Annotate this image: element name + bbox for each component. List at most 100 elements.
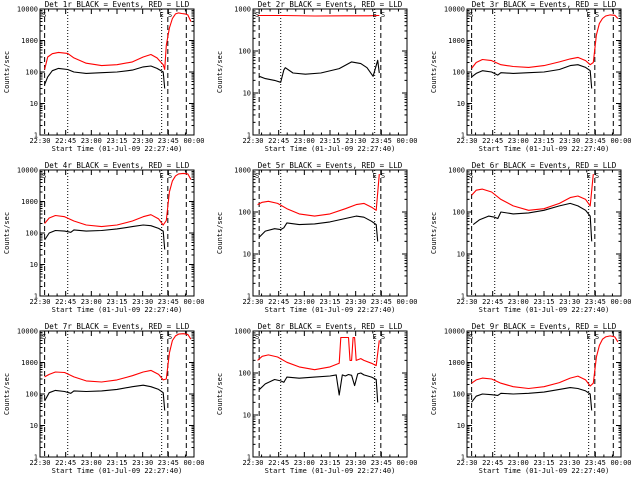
y-tick-label: 1 xyxy=(34,132,38,140)
x-tick-label: 00:00 xyxy=(183,459,204,467)
y-tick-label: 1 xyxy=(461,293,465,301)
x-tick-label: 23:45 xyxy=(158,298,179,306)
x-tick-label: 00:00 xyxy=(183,137,204,145)
x-tick-label: 22:45 xyxy=(482,137,503,145)
x-tick-label: 22:30 xyxy=(456,459,477,467)
chart-title: Det 4r BLACK = Events, RED = LLD xyxy=(45,161,190,170)
x-tick-label: 22:45 xyxy=(268,298,289,306)
chart-title: Det 8r BLACK = Events, RED = LLD xyxy=(258,322,403,331)
corner-label-right: E S xyxy=(159,11,172,19)
y-axis-label: Counts/sec xyxy=(3,373,11,415)
y-tick-label: 100 xyxy=(238,48,251,56)
chart-title: Det 7r BLACK = Events, RED = LLD xyxy=(45,322,190,331)
y-tick-label: 10 xyxy=(30,422,38,430)
x-axis-label: Start Time (01-Jul-09 22:27:40) xyxy=(479,145,610,153)
x-axis-label: Start Time (01-Jul-09 22:27:40) xyxy=(479,306,610,314)
x-tick-label: 23:15 xyxy=(319,298,340,306)
x-tick-label: 22:30 xyxy=(456,298,477,306)
x-axis-label: Start Time (01-Jul-09 22:27:40) xyxy=(479,467,610,475)
y-tick-label: 10 xyxy=(457,422,465,430)
corner-label-left: S xyxy=(255,11,259,19)
chart-panel-3: Det 3r BLACK = Events, RED = LLD 1 10 100 10… xyxy=(430,0,632,153)
x-tick-label: 23:45 xyxy=(371,298,392,306)
corner-label-left: S xyxy=(469,333,473,341)
chart-panel-5: Det 5r BLACK = Events, RED = LLD 1 10 100 10… xyxy=(216,161,418,314)
corner-label-left: S xyxy=(42,172,46,180)
plot-frame xyxy=(39,169,195,297)
lld-series-line xyxy=(471,14,619,69)
events-series-line xyxy=(44,224,166,250)
corner-label-right: E S xyxy=(372,333,385,341)
x-tick-label: 00:00 xyxy=(183,298,204,306)
y-tick-label: 1 xyxy=(34,293,38,301)
y-tick-label: 10 xyxy=(30,261,38,269)
x-tick-label: 00:00 xyxy=(610,298,631,306)
x-tick-label: 23:00 xyxy=(81,459,102,467)
lld-series-line xyxy=(471,335,619,390)
x-tick-label: 00:00 xyxy=(396,298,417,306)
x-tick-label: 23:30 xyxy=(559,137,580,145)
y-axis-label: Counts/sec xyxy=(430,51,438,93)
y-tick-label: 1000 xyxy=(21,359,38,367)
chart-title: Det 5r BLACK = Events, RED = LLD xyxy=(258,161,403,170)
y-tick-label: 100 xyxy=(25,230,38,238)
lld-series-line xyxy=(44,333,192,383)
x-tick-label: 23:30 xyxy=(132,459,153,467)
corner-label-right: E S xyxy=(372,172,385,180)
y-tick-label: 1 xyxy=(34,454,38,462)
y-axis-label: Counts/sec xyxy=(216,373,224,415)
y-axis-label: Counts/sec xyxy=(3,212,11,254)
corner-label-left: S xyxy=(42,333,46,341)
y-tick-label: 10000 xyxy=(444,6,465,14)
x-tick-label: 23:15 xyxy=(319,137,340,145)
y-tick-label: 1000 xyxy=(234,6,251,14)
chart-title: Det 9r BLACK = Events, RED = LLD xyxy=(472,322,617,331)
events-series-line xyxy=(471,64,593,89)
events-series-line xyxy=(44,384,166,411)
y-tick-label: 10 xyxy=(243,90,251,98)
y-tick-label: 1 xyxy=(461,454,465,462)
lld-series-line xyxy=(257,14,380,17)
x-tick-label: 22:30 xyxy=(456,137,477,145)
plot-frame xyxy=(39,330,195,458)
y-tick-label: 10000 xyxy=(17,167,38,175)
y-tick-label: 10000 xyxy=(17,328,38,336)
lld-series-line xyxy=(44,172,192,228)
y-tick-label: 100 xyxy=(238,209,251,217)
x-tick-label: 23:30 xyxy=(345,137,366,145)
x-tick-label: 23:30 xyxy=(132,137,153,145)
x-tick-label: 22:45 xyxy=(268,459,289,467)
x-tick-label: 23:15 xyxy=(319,459,340,467)
events-series-line xyxy=(44,65,166,89)
y-tick-label: 100 xyxy=(25,69,38,77)
x-tick-label: 22:45 xyxy=(268,137,289,145)
corner-label-left: S xyxy=(255,333,259,341)
x-axis-label: Start Time (01-Jul-09 22:27:40) xyxy=(265,467,396,475)
chart-panel-8: Det 8r BLACK = Events, RED = LLD 1 10 100 10… xyxy=(216,322,418,475)
corner-label-right: E S xyxy=(159,333,172,341)
x-tick-label: 23:00 xyxy=(81,298,102,306)
events-series-line xyxy=(471,387,593,411)
events-series-line xyxy=(472,202,593,242)
x-tick-label: 00:00 xyxy=(610,459,631,467)
plot-frame xyxy=(252,8,408,136)
x-tick-label: 22:30 xyxy=(242,298,263,306)
x-tick-label: 23:15 xyxy=(106,459,127,467)
y-tick-label: 10000 xyxy=(17,6,38,14)
x-tick-label: 23:45 xyxy=(585,298,606,306)
events-series-line xyxy=(259,59,380,83)
lld-series-line xyxy=(471,174,594,211)
corner-label-left: S xyxy=(469,172,473,180)
x-tick-label: 23:30 xyxy=(345,298,366,306)
corner-label-right: E S xyxy=(372,11,385,19)
corner-label-right: E S xyxy=(586,11,599,19)
corner-label-left: S xyxy=(42,11,46,19)
x-tick-label: 22:45 xyxy=(55,298,76,306)
y-tick-label: 1000 xyxy=(448,37,465,45)
chart-panel-9: Det 9r BLACK = Events, RED = LLD 1 10 100 10… xyxy=(430,322,632,475)
x-axis-label: Start Time (01-Jul-09 22:27:40) xyxy=(265,145,396,153)
x-tick-label: 22:30 xyxy=(29,298,50,306)
y-tick-label: 1000 xyxy=(448,167,465,175)
x-tick-label: 23:45 xyxy=(371,459,392,467)
plot-frame xyxy=(252,169,408,297)
